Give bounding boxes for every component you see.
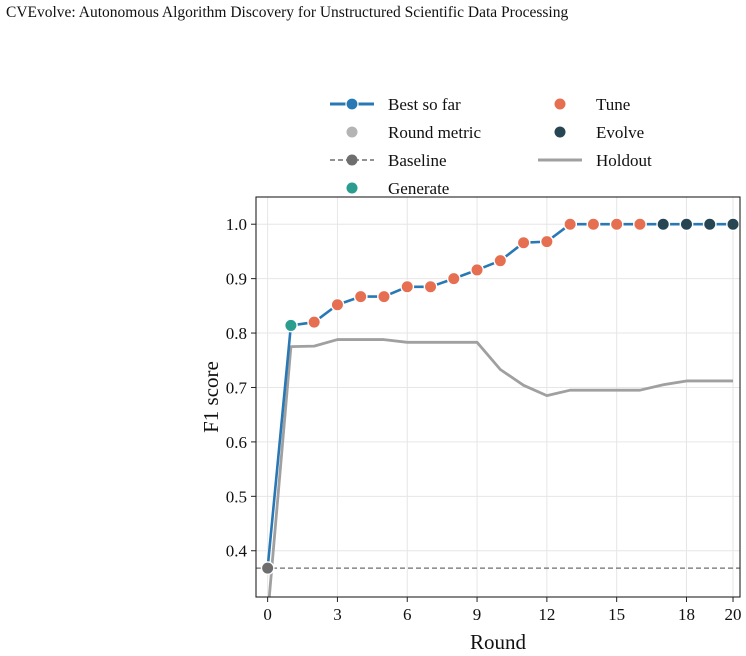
x-tick-label: 15 [608, 605, 625, 624]
baseline-point [260, 561, 275, 576]
x-tick-label: 20 [725, 605, 742, 624]
evolve-point [656, 217, 671, 232]
tune-point [353, 289, 368, 304]
chart-legend: Best so far Round metric Baseline Generate T… [330, 95, 652, 198]
legend-item: Baseline [330, 151, 447, 170]
tune-point [586, 217, 601, 232]
chart-grid [256, 197, 740, 597]
legend-marker [554, 126, 566, 138]
y-axis-label: F1 score [199, 361, 223, 433]
y-tick-label: 0.4 [226, 542, 248, 561]
legend-marker [345, 97, 359, 111]
x-tick-label: 6 [403, 605, 412, 624]
legend-item: Tune [554, 95, 630, 114]
legend-label: Tune [596, 95, 630, 114]
tune-point [330, 297, 345, 312]
legend-label: Baseline [388, 151, 447, 170]
x-axis-label: Round [470, 630, 527, 654]
legend-label: Best so far [388, 95, 461, 114]
x-tick-label: 3 [333, 605, 342, 624]
tune-point [423, 279, 438, 294]
legend-item: Generate [346, 179, 449, 198]
legend-marker [346, 154, 358, 166]
legend-label: Holdout [596, 151, 652, 170]
legend-marker [346, 182, 358, 194]
tune-point [633, 217, 647, 232]
generate-point [284, 318, 298, 333]
tune-point [609, 217, 624, 232]
y-axis: 0.4 0.5 0.6 0.7 0.8 0.9 1.0 [226, 215, 256, 561]
legend-item: Round metric [346, 123, 481, 142]
y-tick-label: 0.7 [226, 378, 248, 397]
tune-point [516, 235, 531, 250]
evolve-point [702, 217, 717, 232]
plot-area [256, 222, 740, 597]
legend-marker [554, 98, 566, 110]
legend-item: Evolve [554, 123, 644, 142]
legend-item: Holdout [538, 151, 652, 170]
legend-marker [346, 126, 358, 138]
tune-point [493, 253, 508, 268]
y-tick-label: 0.5 [226, 487, 247, 506]
x-tick-label: 12 [538, 605, 555, 624]
tune-point [446, 271, 461, 286]
tune-point [539, 234, 554, 249]
plot-frame [255, 196, 741, 598]
tune-point [563, 217, 578, 232]
evolve-point [726, 217, 740, 232]
y-tick-label: 0.9 [226, 270, 247, 289]
legend-item: Best so far [330, 95, 461, 114]
y-tick-label: 0.6 [226, 433, 247, 452]
evolve-point [679, 217, 694, 232]
tune-point [377, 289, 391, 304]
legend-label: Generate [388, 179, 449, 198]
legend-label: Evolve [596, 123, 644, 142]
x-tick-label: 18 [678, 605, 695, 624]
x-axis: 0 3 6 9 12 15 18 20 [263, 597, 742, 624]
paper-title: CVEvolve: Autonomous Algorithm Discovery… [6, 4, 569, 21]
legend-label: Round metric [388, 123, 481, 142]
x-tick-label: 0 [263, 605, 272, 624]
x-tick-label: 9 [473, 605, 482, 624]
tune-point [400, 279, 415, 294]
holdout-line [267, 338, 734, 597]
y-tick-label: 1.0 [226, 215, 247, 234]
tune-point [470, 263, 484, 277]
tune-point [307, 315, 322, 330]
y-tick-label: 0.8 [226, 324, 247, 343]
chart-markers [260, 217, 740, 576]
